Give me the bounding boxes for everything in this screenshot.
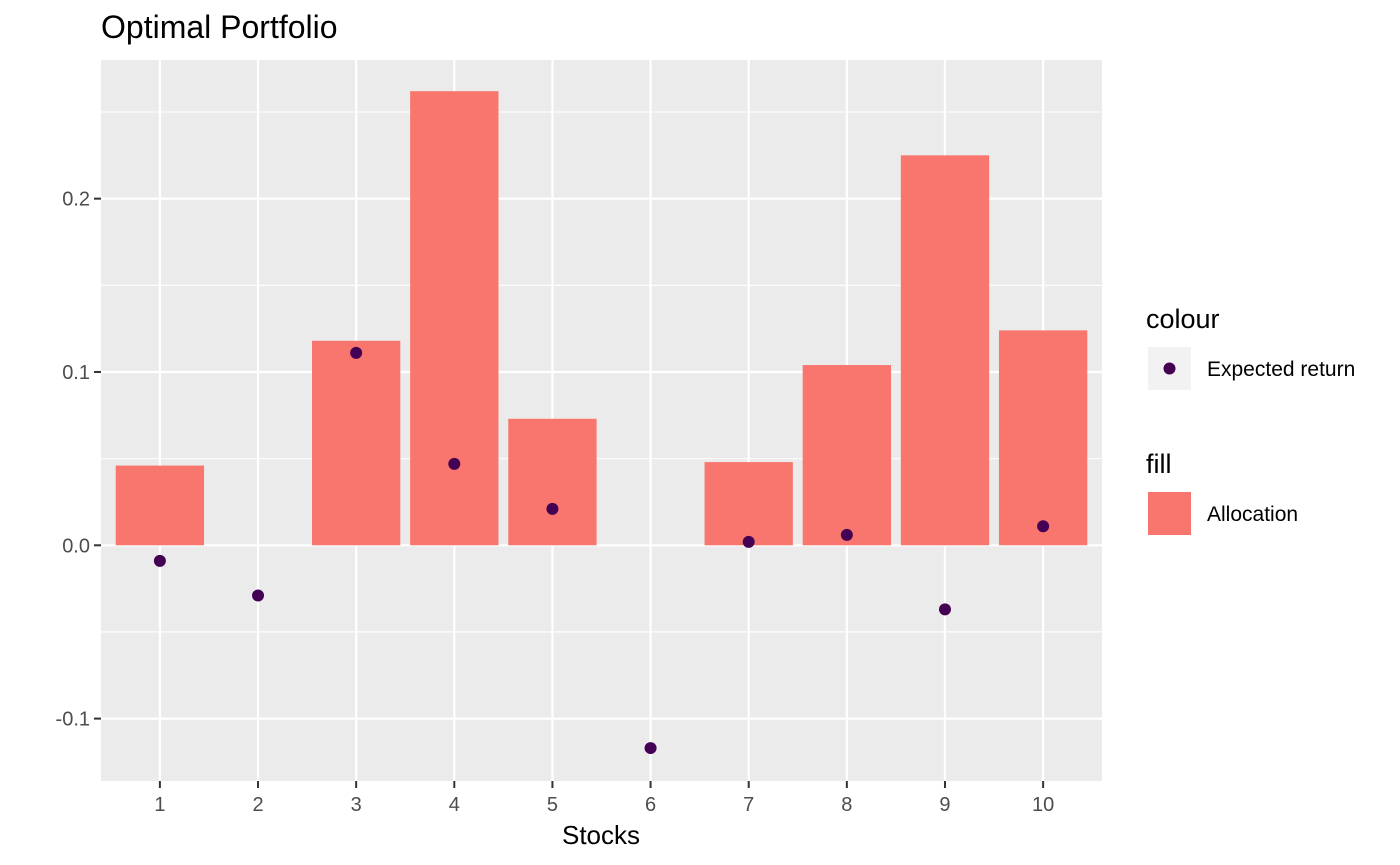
bar-allocation-10 [998, 330, 1088, 546]
bar-allocation-5 [508, 418, 597, 546]
chart-title: Optimal Portfolio [101, 9, 338, 45]
point-expected-return-7 [742, 535, 755, 548]
bar-allocation-8 [802, 365, 892, 546]
point-expected-return-3 [350, 346, 363, 359]
legend-key-rect [1148, 492, 1191, 535]
x-tick-label: 3 [351, 794, 362, 816]
point-expected-return-9 [938, 603, 951, 616]
x-tick-label: 7 [743, 794, 754, 816]
y-tick-label: -0.1 [56, 709, 90, 731]
legend-title-fill: fill [1146, 449, 1172, 479]
x-tick-label: 1 [154, 794, 165, 816]
bar-allocation-1 [115, 465, 205, 546]
point-expected-return-10 [1037, 520, 1050, 533]
y-tick-label: 0.0 [62, 535, 90, 557]
bar-allocation-4 [410, 91, 499, 546]
point-expected-return-1 [153, 554, 166, 567]
y-axis: -0.1 0.0 0.1 0.2 [56, 189, 101, 731]
point-expected-return-8 [840, 528, 853, 541]
point-expected-return-4 [448, 457, 461, 470]
x-tick-label: 2 [252, 794, 263, 816]
legend-title-colour: colour [1146, 304, 1220, 334]
x-tick-label: 5 [547, 794, 558, 816]
x-tick-label: 8 [841, 794, 852, 816]
legend-label: Allocation [1207, 503, 1298, 526]
y-tick-label: 0.2 [62, 189, 90, 211]
x-tick-label: 9 [939, 794, 950, 816]
x-tick-label: 4 [449, 794, 460, 816]
legend-key-point [1163, 362, 1176, 375]
y-tick-label: 0.1 [62, 362, 90, 384]
legend: colour Expected return fill Allocation [1146, 304, 1355, 535]
x-axis-label: Stocks [562, 820, 640, 850]
bar-allocation-9 [900, 155, 990, 546]
points [153, 346, 1050, 755]
point-expected-return-2 [252, 589, 265, 602]
point-expected-return-5 [546, 502, 559, 515]
x-tick-label: 6 [645, 794, 656, 816]
legend-label: Expected return [1207, 358, 1355, 381]
x-axis: 1 2 3 4 5 6 7 8 9 10 [154, 781, 1054, 816]
point-expected-return-6 [644, 742, 657, 755]
bar-allocation-7 [704, 462, 793, 546]
x-tick-label: 10 [1032, 794, 1054, 816]
bar-allocation-3 [311, 340, 401, 546]
